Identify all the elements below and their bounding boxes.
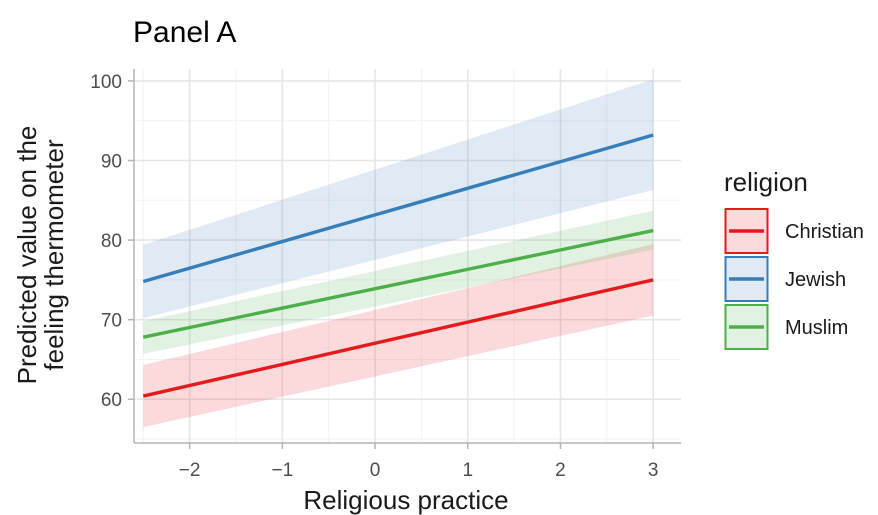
x-tick-label: 0 [370, 460, 381, 481]
x-tick-label: 3 [648, 460, 659, 481]
legend-title: religion [724, 167, 808, 197]
y-tick-label: 60 [101, 390, 122, 411]
x-tick-label: −2 [179, 460, 201, 481]
plot-area: −2 −1 0 1 2 3 60 70 80 90 100 [90, 69, 681, 481]
y-axis-title: Predicted value on the feeling thermomet… [12, 126, 69, 385]
legend-item-jewish: Jewish [724, 256, 846, 302]
y-tick-label: 70 [101, 311, 122, 332]
legend-label-jewish: Jewish [785, 269, 846, 291]
y-tick-label: 100 [90, 72, 122, 93]
legend-label-muslim: Muslim [785, 317, 848, 339]
confidence-band-christian [143, 244, 654, 428]
chart-title: Panel A [133, 16, 236, 49]
x-tick-label: −1 [272, 460, 294, 481]
y-axis-title-line-2: feeling thermometer [39, 139, 69, 371]
x-axis-title: Religious practice [303, 485, 508, 515]
x-tick-label: 2 [555, 460, 566, 481]
legend-item-muslim: Muslim [724, 304, 848, 350]
y-tick-label: 90 [101, 152, 122, 173]
x-tick-label: 1 [462, 460, 473, 481]
series-line-christian [142, 278, 654, 398]
legend-items: Christian Jewish Muslim [724, 208, 864, 350]
legend-label-christian: Christian [785, 221, 864, 243]
confidence-band-jewish [143, 79, 654, 319]
y-axis-title-line-1: Predicted value on the [12, 126, 42, 385]
y-tick-label: 80 [101, 231, 122, 252]
axes: −2 −1 0 1 2 3 60 70 80 90 100 [90, 69, 681, 481]
series-lines [142, 133, 654, 398]
legend: religion Christian Jewish Muslim [724, 167, 864, 350]
confidence-bands [143, 79, 654, 428]
series-line-muslim [142, 228, 654, 339]
series-line-jewish [142, 133, 654, 284]
legend-item-christian: Christian [724, 208, 864, 254]
